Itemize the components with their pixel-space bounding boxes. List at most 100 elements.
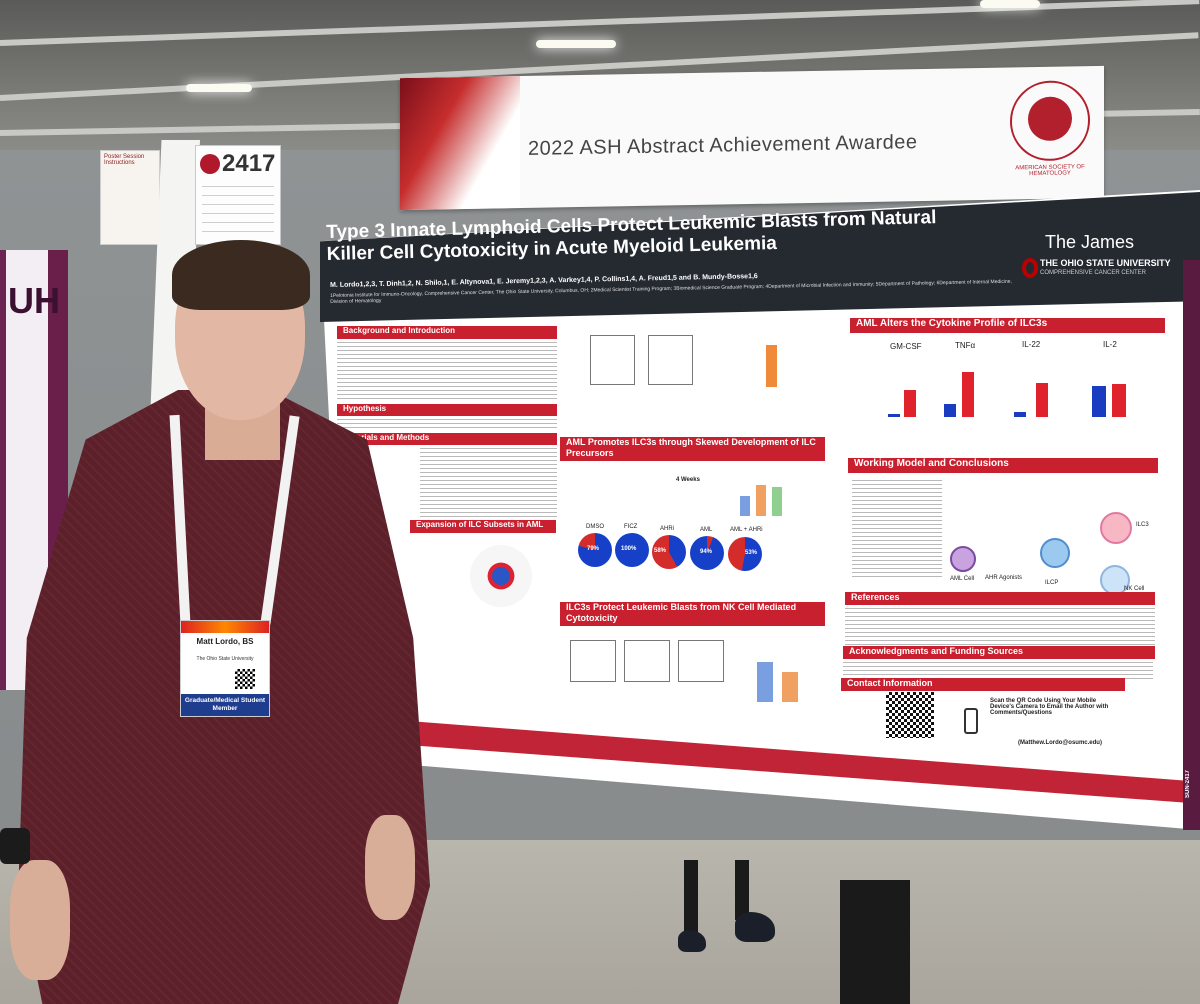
- institution-subtitle: COMPREHENSIVE CANCER CENTER: [1040, 270, 1147, 276]
- model-label: ILC3: [1136, 522, 1149, 528]
- flow-plot: [624, 640, 670, 682]
- visitor-shoe: [678, 930, 706, 952]
- body-text: [852, 480, 942, 580]
- section-protect: ILC3s Protect Leukemic Blasts from NK Ce…: [560, 602, 825, 626]
- pie-chart-ficz: [615, 533, 649, 567]
- ceiling-light: [536, 40, 616, 48]
- booth-number-card: 2417: [195, 145, 281, 245]
- cytokine-label: GM-CSF: [890, 342, 922, 351]
- u937-bar: [756, 485, 766, 516]
- badge-org: The Ohio State University: [196, 656, 254, 662]
- pie-value: 94%: [700, 549, 713, 555]
- four-weeks-label: 4 Weeks: [676, 477, 700, 483]
- alone-bar: [1092, 386, 1106, 417]
- section-hypothesis: Hypothesis: [337, 404, 557, 416]
- pie-chart-aml-ahri: [728, 537, 762, 571]
- visitor-leg: [840, 880, 910, 1004]
- presenter-hand: [365, 815, 415, 920]
- section-references: References: [845, 592, 1155, 605]
- model-label: ILCP: [1045, 580, 1059, 586]
- visitor-leg: [735, 860, 749, 920]
- ilc3-cell-icon: [1100, 512, 1132, 544]
- pie-label: AML: [700, 527, 713, 533]
- ash-logo-icon: [200, 154, 220, 174]
- contact-qr-code: [886, 692, 934, 738]
- pie-value: 53%: [745, 550, 758, 556]
- section-background: Background and Introduction: [337, 326, 557, 339]
- name-badge: Matt Lordo, BS The Ohio State University…: [180, 620, 270, 717]
- with-aml-bar: [1036, 383, 1048, 417]
- ilcp-cell-icon: [1040, 538, 1070, 568]
- contact-instructions: Scan the QR Code Using Your Mobile Devic…: [990, 698, 1109, 716]
- section-expansion: Expansion of ILC Subsets in AML: [410, 520, 556, 533]
- aml-bar: [766, 345, 777, 387]
- ash-seal-text: AMERICAN SOCIETY OF HEMATOLOGY: [1015, 164, 1085, 178]
- section-contact: Contact Information: [841, 678, 1125, 691]
- nk-cell-icon: [1100, 565, 1130, 595]
- mv411-bar: [772, 487, 782, 516]
- presenter-hand: [10, 860, 70, 980]
- alone-bar: [944, 404, 956, 417]
- visitor-shoe: [735, 912, 775, 942]
- institution-name: THE OHIO STATE UNIVERSITY: [1040, 258, 1171, 268]
- ceiling-light: [980, 0, 1040, 8]
- award-banner: 2022 ASH Abstract Achievement Awardee AM…: [400, 65, 1104, 211]
- phone-icon: [964, 708, 978, 734]
- alone-bar: [888, 414, 900, 417]
- flow-plot: [590, 335, 635, 385]
- with-aml-bar: [1112, 384, 1126, 417]
- booth-number: 2417: [222, 150, 276, 177]
- flow-plot: [678, 640, 724, 682]
- pie-value: 58%: [654, 548, 667, 554]
- control-bar: [740, 496, 750, 516]
- model-label: AML Cell: [950, 576, 975, 582]
- pie-chart-aml: [690, 536, 724, 570]
- with-aml-bar: [904, 390, 916, 417]
- ceiling-light: [186, 84, 252, 92]
- flow-plot: [648, 335, 693, 385]
- aml-cell-icon: [950, 546, 976, 572]
- visitor-leg: [684, 860, 698, 940]
- section-promotes: AML Promotes ILC3s through Skewed Develo…: [560, 437, 825, 461]
- cytokine-label: IL-22: [1022, 340, 1041, 349]
- body-text: [337, 342, 557, 402]
- presenter: Matt Lordo, BS The Ohio State University…: [0, 230, 440, 1004]
- alone-bar: [757, 662, 773, 702]
- body-text: [420, 448, 557, 518]
- section-acknowledgments: Acknowledgments and Funding Sources: [843, 646, 1155, 659]
- the-james-logo: The James: [1045, 232, 1135, 252]
- model-label: NK Cell: [1124, 586, 1145, 592]
- tsne-plot: [470, 545, 532, 607]
- cytokine-label: IL-2: [1103, 340, 1117, 349]
- osu-block-o-icon: [1022, 258, 1038, 278]
- section-working-model: Working Model and Conclusions: [848, 458, 1158, 473]
- pie-label: AHRi: [660, 526, 675, 532]
- session-side-strip: [1183, 260, 1200, 830]
- award-title: 2022 ASH Abstract Achievement Awardee: [528, 131, 918, 160]
- cytokine-label: TNFα: [955, 341, 976, 350]
- body-text: [337, 419, 557, 431]
- badge-category: Graduate/Medical Student Member: [181, 694, 269, 716]
- pie-value: 100%: [621, 546, 637, 552]
- session-code: SUN-2417: [1185, 770, 1191, 799]
- badge-name: Matt Lordo, BS: [196, 637, 254, 646]
- body-text: [843, 662, 1153, 680]
- pie-chart-dmso: [578, 533, 612, 567]
- pie-label: FICZ: [624, 524, 638, 530]
- body-text: [845, 608, 1155, 646]
- presenter-hair: [172, 240, 310, 310]
- section-cytokine: AML Alters the Cytokine Profile of ILC3s: [850, 318, 1165, 333]
- pie-label: AML + AHRi: [730, 527, 763, 533]
- with-ilc3s-bar: [782, 672, 798, 702]
- swirl-graphic: [400, 76, 520, 211]
- flow-plot: [570, 640, 616, 682]
- pie-label: DMSO: [586, 524, 604, 530]
- with-aml-bar: [962, 372, 974, 417]
- contact-email: (Matthew.Lordo@osumc.edu): [1018, 740, 1102, 746]
- alone-bar: [1014, 412, 1026, 417]
- neighbor-poster-text: UH: [8, 280, 60, 321]
- model-label: AHR Agonists: [985, 575, 1023, 581]
- smartwatch: [0, 828, 30, 864]
- section-methods: Materials and Methods: [337, 433, 557, 445]
